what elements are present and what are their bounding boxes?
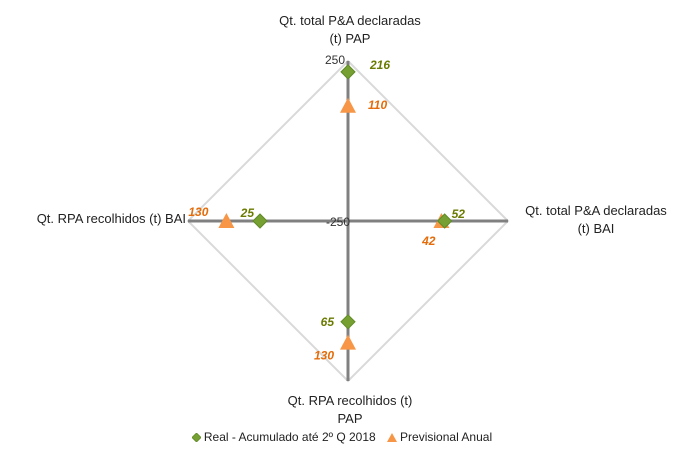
axis-title-top-line1: Qt. total P&A declaradas <box>279 13 421 28</box>
scale-tick-max: 250 <box>325 53 345 67</box>
axis-title-bottom-line1: Qt. RPA recolhidos (t) <box>287 393 413 408</box>
previsional-data-label: 110 <box>368 98 387 112</box>
axis-title-top: Qt. total P&A declaradas (t) PAP <box>250 12 450 48</box>
axis-title-right: Qt. total P&A declaradas (t) BAI <box>508 202 684 238</box>
real-point <box>252 213 268 229</box>
axis-title-right-line2: (t) BAI <box>577 221 615 236</box>
legend: Real - Acumulado até 2º Q 2018 Prevision… <box>0 430 684 444</box>
axis-title-bottom: Qt. RPA recolhidos (t) PAP <box>250 392 450 428</box>
axis-title-left-line1: Qt. RPA recolhidos (t) BAI <box>36 211 186 226</box>
real-point <box>340 314 356 330</box>
real-data-label: 25 <box>240 206 255 220</box>
axis-title-bottom-line2: PAP <box>337 411 363 426</box>
real-point <box>436 213 453 229</box>
previsional-data-label: 42 <box>421 234 436 248</box>
legend-label-previsional: Previsional Anual <box>400 430 493 444</box>
scale-tick-min: -250 <box>326 215 350 229</box>
diamond-icon <box>191 433 201 443</box>
real-point <box>340 64 356 80</box>
legend-item-previsional: Previsional Anual <box>387 430 492 444</box>
axis-title-right-line1: Qt. total P&A declaradas <box>525 203 667 218</box>
real-data-label: 52 <box>452 207 466 221</box>
previsional-point <box>340 334 356 350</box>
real-data-label: 216 <box>369 58 390 72</box>
real-data-label: 65 <box>321 315 335 329</box>
radar-spokes <box>188 61 508 381</box>
radar-series: 110 42 130 130 216 52 65 25 <box>188 58 465 363</box>
previsional-point <box>218 213 235 228</box>
legend-item-real: Real - Acumulado até 2º Q 2018 <box>191 430 376 444</box>
previsional-data-label: 130 <box>314 349 334 363</box>
previsional-data-label: 130 <box>188 205 208 219</box>
triangle-icon <box>387 433 398 443</box>
legend-label-real: Real - Acumulado até 2º Q 2018 <box>203 430 376 444</box>
previsional-point <box>340 97 356 113</box>
axis-title-top-line2: (t) PAP <box>329 31 371 46</box>
axis-title-left: Qt. RPA recolhidos (t) BAI <box>0 210 186 228</box>
